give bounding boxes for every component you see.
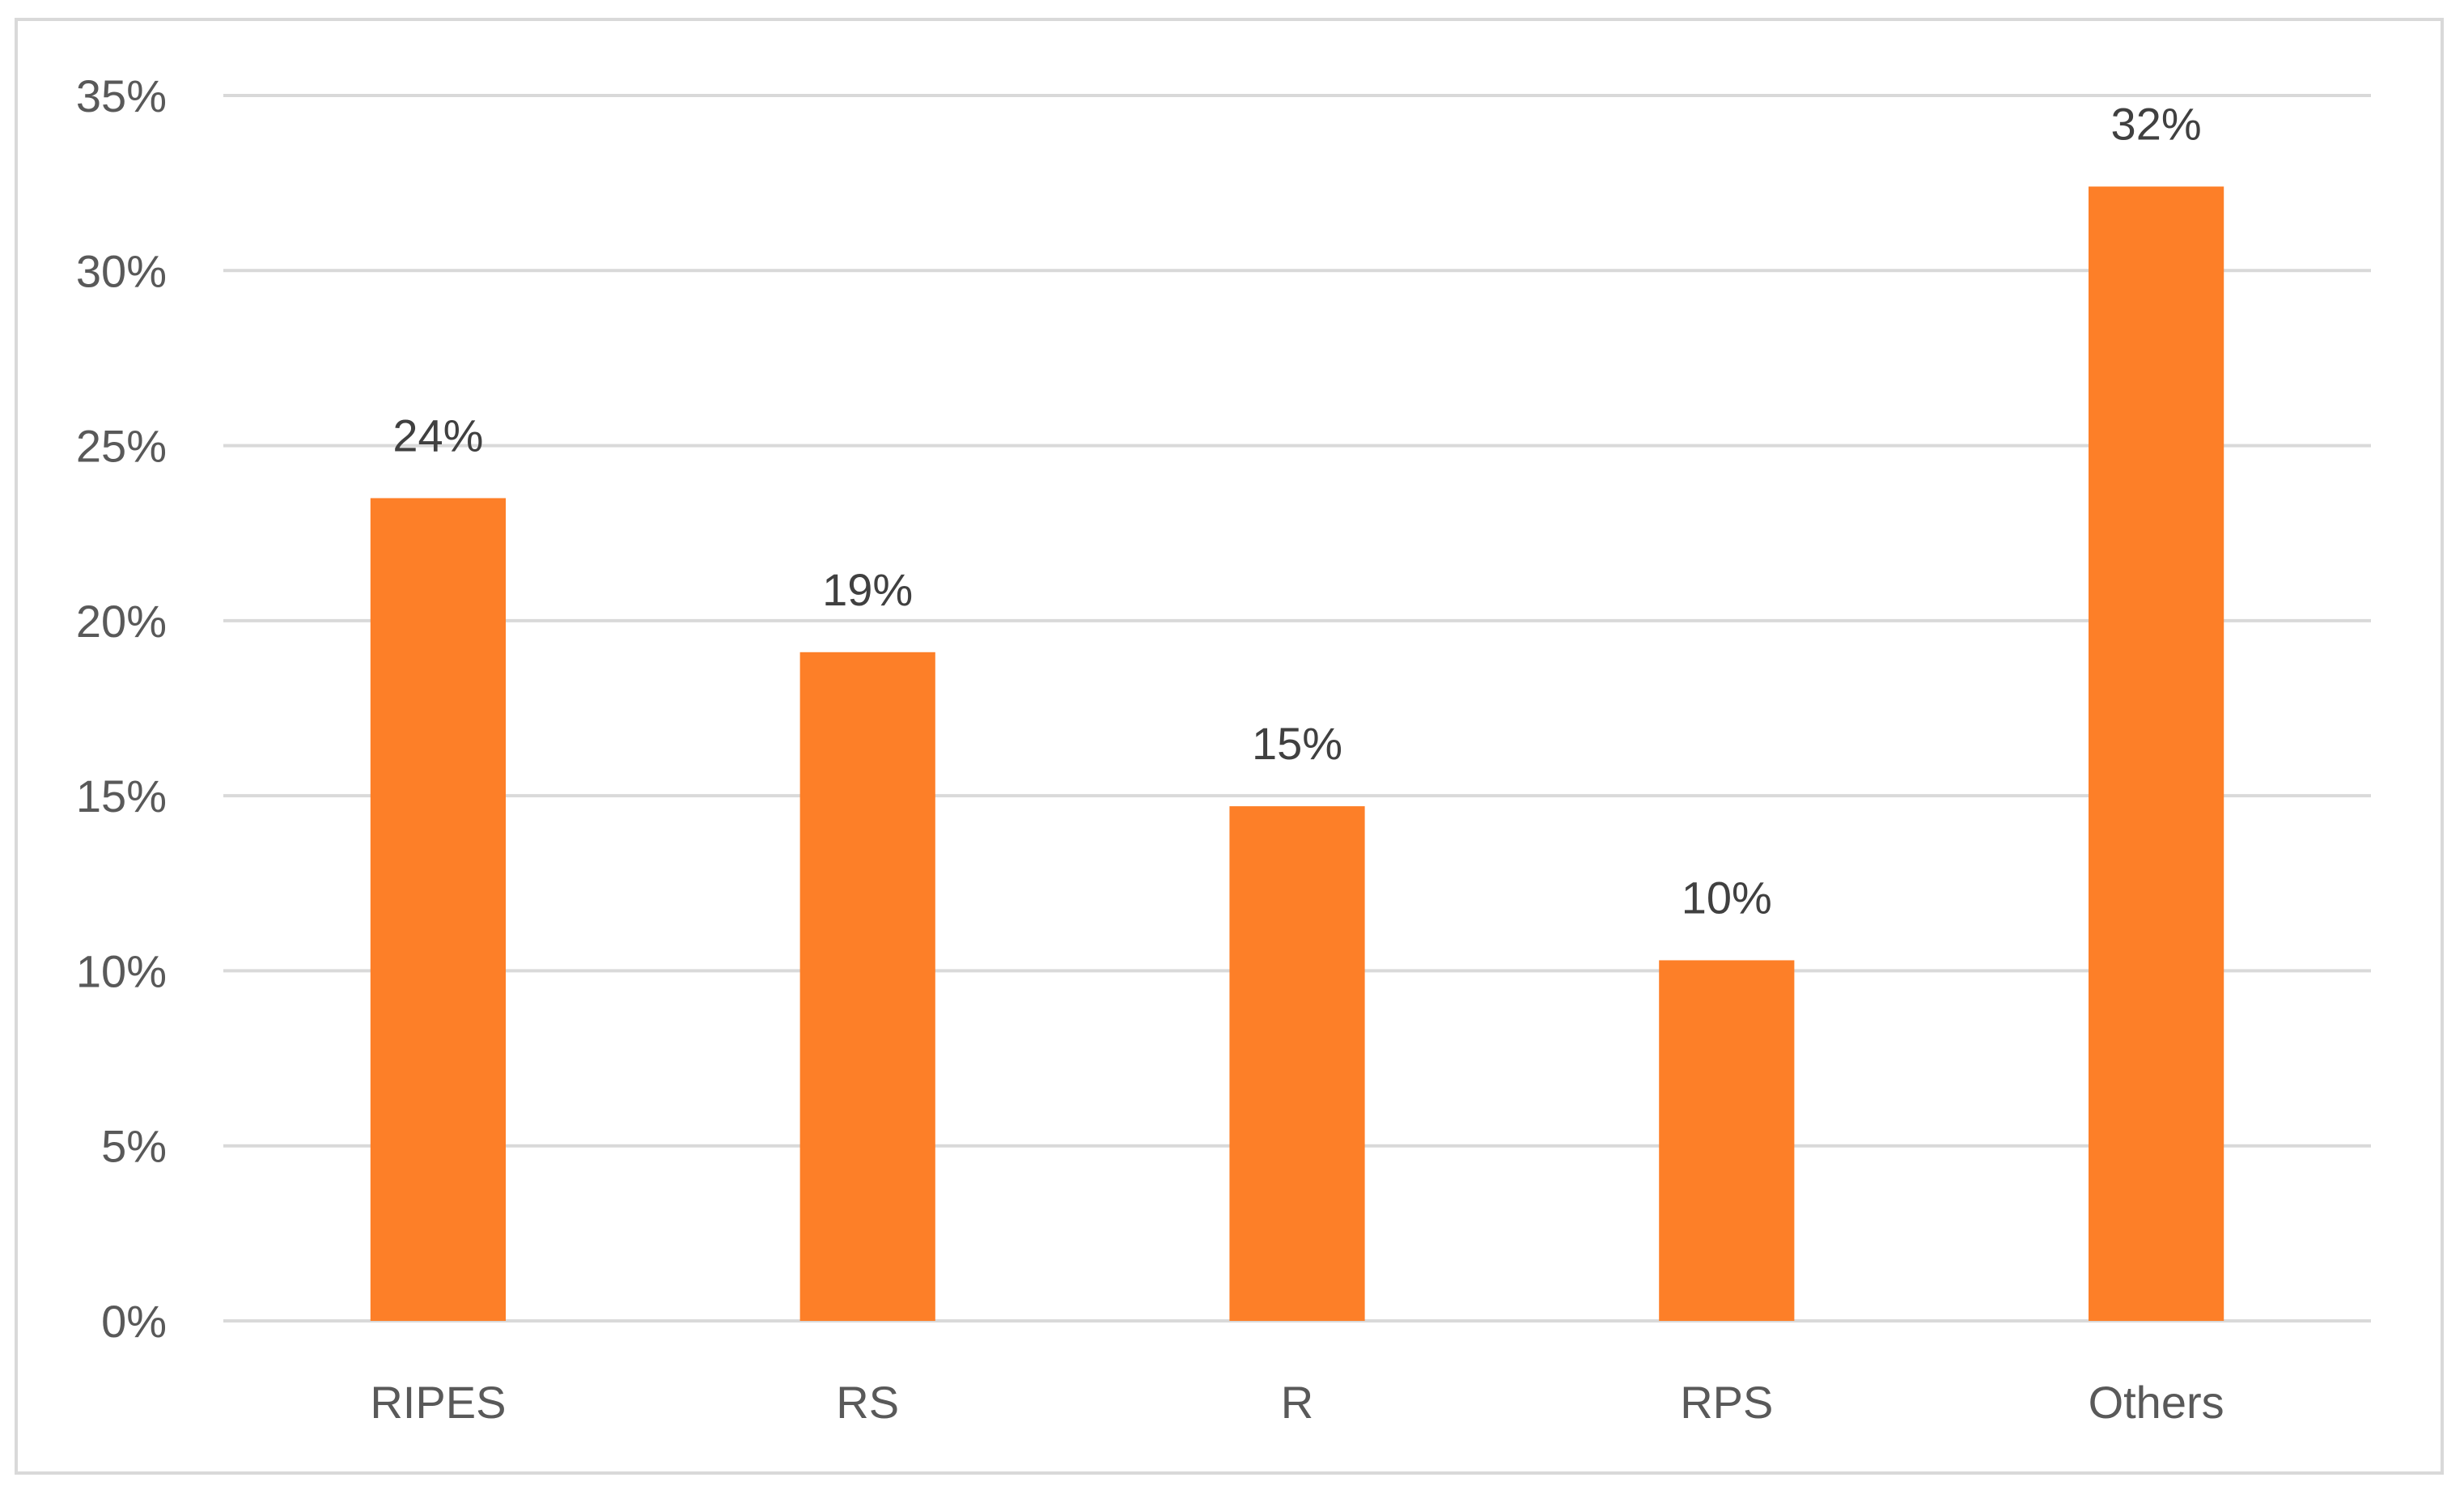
x-category-label: Others	[2089, 1377, 2224, 1428]
data-label: 10%	[1682, 872, 1772, 923]
y-tick-label: 5%	[101, 1121, 167, 1172]
bar-others	[2088, 186, 2224, 1322]
data-label: 32%	[2111, 98, 2202, 149]
data-label: 19%	[822, 564, 913, 615]
y-tick-label: 15%	[76, 771, 167, 822]
y-tick-label: 20%	[76, 596, 167, 647]
y-tick-label: 25%	[76, 421, 167, 472]
x-category-label: RIPES	[370, 1377, 506, 1428]
x-category-label: R	[1281, 1377, 1313, 1428]
y-axis-tick-labels: 0% 5% 10% 15% 20% 25% 30% 35%	[76, 70, 167, 1347]
data-label: 15%	[1252, 718, 1342, 769]
y-tick-label: 10%	[76, 945, 167, 996]
gridlines	[223, 94, 2371, 1323]
y-tick-label: 35%	[76, 70, 167, 121]
bars	[370, 186, 2224, 1322]
bar-rps	[1659, 960, 1795, 1321]
bar-ripes	[370, 498, 507, 1321]
data-label: 24%	[392, 410, 483, 461]
data-labels: 24% 19% 15% 10% 32%	[392, 98, 2201, 923]
x-category-label: RS	[836, 1377, 899, 1428]
x-category-label: RPS	[1680, 1377, 1773, 1428]
y-tick-label: 30%	[76, 245, 167, 296]
bar-r	[1229, 806, 1365, 1321]
y-tick-label: 0%	[101, 1296, 167, 1347]
bar-rs	[799, 652, 935, 1321]
x-axis-category-labels: RIPES RS R RPS Others	[370, 1377, 2224, 1428]
